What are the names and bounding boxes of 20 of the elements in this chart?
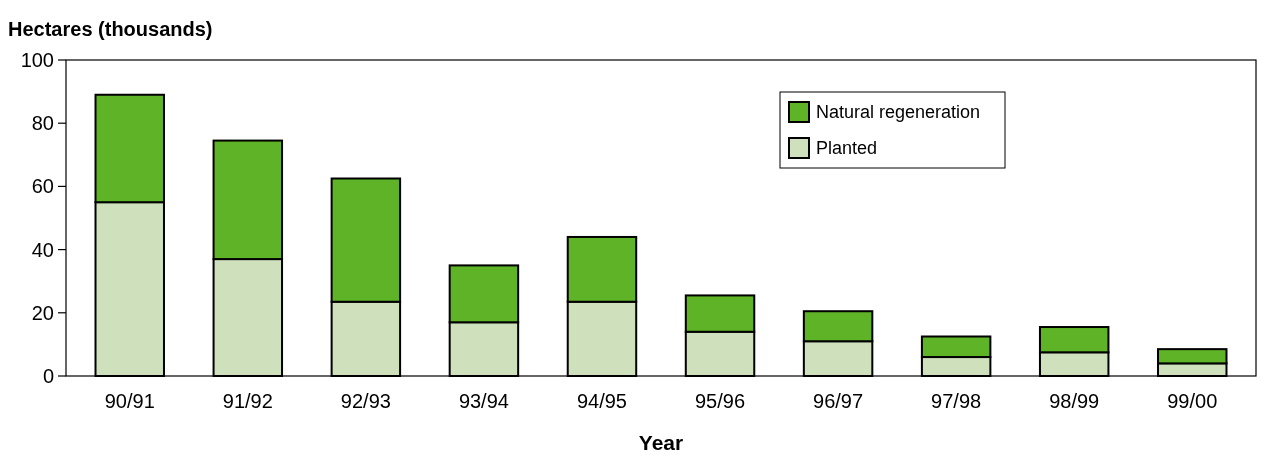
x-tick-label: 98/99 [1049, 390, 1100, 412]
y-tick-label: 100 [20, 49, 54, 71]
x-tick-label: 95/96 [695, 390, 746, 412]
x-tick-label: 90/91 [104, 390, 155, 412]
y-axis-title: Hectares (thousands) [8, 18, 213, 40]
legend-label: Natural regeneration [816, 102, 981, 123]
x-tick-label: 92/93 [340, 390, 391, 412]
x-tick-label: 97/98 [931, 390, 982, 412]
x-tick-label: 91/92 [222, 390, 273, 412]
x-tick-label: 96/97 [813, 390, 864, 412]
x-tick-label: 94/95 [576, 390, 627, 412]
x-tick-label: 99/00 [1167, 390, 1218, 412]
x-tick-label: 93/94 [458, 390, 509, 412]
y-tick-label: 20 [31, 301, 54, 324]
y-tick-label: 0 [42, 365, 54, 387]
legend-label: Planted [816, 138, 878, 159]
y-tick-label: 80 [31, 112, 54, 135]
y-tick-label: 60 [31, 175, 54, 198]
x-axis-title: Year [638, 431, 684, 454]
y-tick-label: 40 [31, 238, 54, 261]
